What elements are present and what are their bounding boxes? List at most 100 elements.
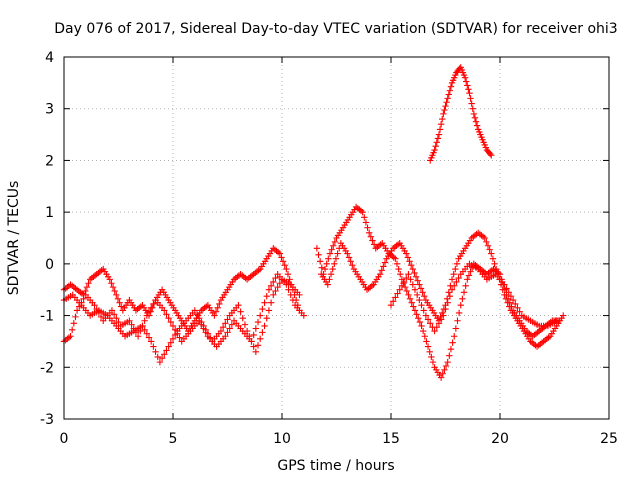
- data-point: [410, 303, 417, 310]
- data-point: [416, 296, 423, 304]
- data-point: [193, 311, 201, 318]
- data-point: [442, 305, 449, 313]
- data-point: [471, 114, 479, 121]
- data-point: [261, 299, 268, 306]
- data-point: [364, 224, 371, 231]
- data-point: [454, 317, 461, 324]
- data-point: [156, 358, 164, 366]
- data-point: [507, 292, 515, 300]
- data-point: [154, 353, 161, 361]
- data-point: [324, 281, 331, 288]
- data-point: [418, 322, 425, 330]
- data-point: [486, 150, 494, 158]
- data-point: [427, 320, 434, 327]
- data-point: [272, 274, 279, 282]
- data-point: [370, 241, 378, 248]
- data-point: [491, 260, 498, 268]
- data-point: [501, 291, 508, 299]
- data-point: [224, 316, 231, 323]
- data-point: [265, 286, 273, 293]
- data-point: [467, 268, 474, 275]
- data-point: [512, 300, 519, 308]
- data-point: [250, 343, 257, 350]
- data-point: [289, 296, 297, 304]
- data-point: [106, 276, 113, 283]
- data-point: [403, 287, 411, 295]
- data-point: [420, 307, 427, 314]
- data-point: [296, 291, 303, 299]
- data-point: [464, 276, 471, 283]
- data-point: [431, 146, 438, 154]
- data-point: [413, 291, 421, 299]
- data-point: [126, 317, 133, 324]
- data-point: [473, 122, 481, 129]
- data-point: [514, 304, 521, 312]
- data-point: [248, 338, 255, 345]
- data-point: [222, 320, 229, 327]
- data-point: [143, 330, 151, 337]
- data-point: [331, 260, 338, 268]
- data-point: [451, 282, 458, 290]
- data-point: [417, 285, 425, 292]
- data-point: [259, 305, 266, 313]
- data-point: [327, 271, 335, 278]
- plot-frame: [63, 56, 610, 420]
- data-point: [463, 78, 470, 85]
- data-point: [503, 285, 510, 292]
- data-point: [394, 290, 401, 297]
- x-tick-label: 10: [273, 431, 291, 447]
- data-point: [200, 325, 207, 332]
- data-point: [111, 287, 118, 295]
- data-point: [421, 292, 428, 300]
- data-point: [91, 302, 98, 309]
- data-point: [362, 219, 370, 226]
- data-point: [411, 286, 419, 293]
- data-point: [141, 317, 148, 324]
- data-point: [97, 313, 105, 321]
- data-point: [403, 250, 410, 257]
- data-point: [148, 304, 155, 312]
- data-point: [406, 295, 414, 302]
- data-point: [444, 358, 451, 366]
- data-point: [128, 321, 135, 328]
- data-point: [405, 271, 412, 278]
- y-tick-label: -3: [40, 412, 54, 428]
- data-point: [367, 233, 375, 240]
- data-point: [287, 291, 294, 299]
- data-point: [396, 286, 403, 293]
- data-point: [448, 276, 456, 283]
- data-point: [257, 335, 264, 343]
- data-point: [460, 289, 468, 296]
- data-point: [387, 302, 395, 309]
- data-point: [447, 83, 455, 90]
- data-point: [283, 281, 290, 288]
- data-point: [85, 280, 92, 287]
- data-point: [113, 291, 120, 299]
- data-point: [437, 121, 445, 128]
- data-point: [469, 105, 476, 112]
- data-point: [145, 308, 153, 315]
- data-point: [393, 260, 401, 268]
- data-point: [381, 259, 389, 266]
- data-point: [441, 366, 448, 374]
- data-point: [169, 322, 177, 330]
- data-point: [323, 260, 330, 268]
- data-point: [470, 110, 478, 118]
- data-point: [150, 343, 157, 350]
- data-point: [263, 292, 270, 300]
- y-tick-label: -2: [40, 360, 54, 376]
- data-point: [110, 311, 118, 318]
- data-point: [439, 115, 446, 123]
- data-point: [318, 264, 325, 271]
- data-point: [409, 281, 416, 288]
- data-point: [114, 295, 122, 302]
- data-point: [328, 246, 335, 253]
- data-point: [316, 258, 324, 265]
- data-point: [359, 208, 366, 216]
- data-point: [228, 321, 236, 328]
- data-point: [67, 333, 74, 340]
- data-point: [455, 274, 462, 282]
- data-point: [68, 326, 76, 333]
- data-point: [108, 280, 115, 287]
